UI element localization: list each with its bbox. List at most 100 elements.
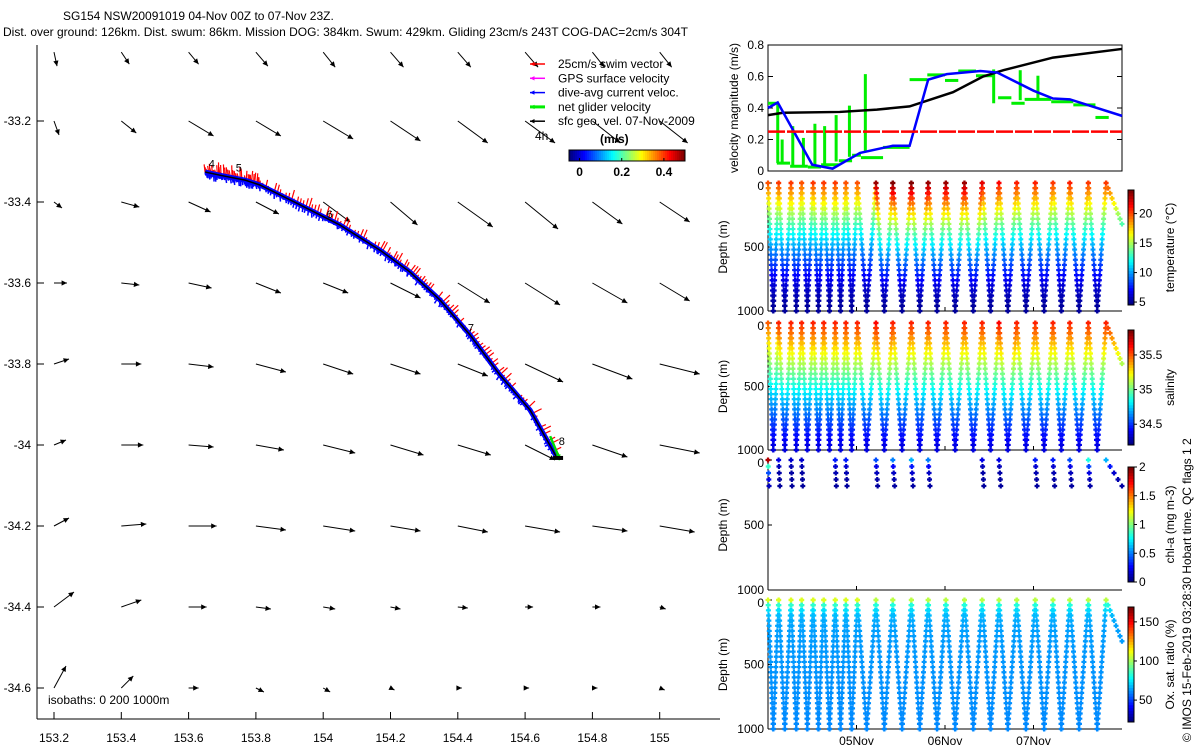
colorbar-cell: [1128, 290, 1134, 294]
profile-point: [865, 711, 871, 717]
profile-point: [1072, 396, 1078, 402]
profile-point: [971, 303, 977, 309]
colorbar-cell: [1128, 498, 1134, 502]
profile-point: [1033, 602, 1039, 608]
profile-point: [829, 391, 835, 397]
profile-point: [1053, 371, 1059, 377]
profile-point: [823, 236, 829, 242]
profile-point: [940, 361, 946, 367]
colorbar-cell: [581, 150, 584, 161]
colorbar-cell: [605, 150, 608, 161]
profile-point: [832, 185, 838, 191]
profile-point: [1061, 690, 1067, 696]
profile-point: [985, 401, 991, 407]
colorbar-cell: [1128, 510, 1134, 514]
profile-point: [851, 669, 857, 675]
profile-point: [799, 320, 805, 326]
profile-point: [810, 180, 816, 186]
profile-point: [852, 236, 858, 242]
current-arrow-head: [130, 127, 137, 133]
profile-point: [1105, 602, 1111, 608]
profile-point: [966, 669, 972, 675]
colorbar-cell: [1128, 658, 1134, 663]
profile-point: [1098, 257, 1104, 263]
profile-point: [891, 607, 897, 613]
colorbar-cell: [1128, 335, 1134, 340]
profile-point: [864, 442, 870, 448]
profile-point: [768, 381, 774, 387]
profile-point: [1020, 411, 1026, 417]
profile-point: [948, 664, 954, 670]
profile-point: [918, 700, 924, 706]
profile-point: [813, 247, 819, 253]
profile-point: [838, 427, 844, 433]
profile-point: [776, 602, 782, 608]
profile-point: [838, 447, 844, 453]
colorbar-cell: [1128, 256, 1134, 260]
profile-point: [964, 221, 970, 227]
profile-point: [905, 649, 911, 655]
profile-point: [801, 226, 807, 232]
profile-point: [959, 211, 965, 217]
profile-point: [794, 288, 800, 294]
profile-point: [998, 216, 1004, 222]
colorbar-cell: [627, 150, 630, 161]
profile-point: [1099, 241, 1105, 247]
profile-point: [807, 381, 813, 387]
profile-point: [771, 705, 777, 711]
profile-point: [828, 422, 834, 428]
profile-point: [840, 252, 846, 258]
profile-point: [812, 226, 818, 232]
profile-point: [1086, 612, 1092, 618]
colorbar-cell: [649, 150, 652, 161]
profile-point: [946, 638, 952, 644]
profile-point: [944, 612, 950, 618]
profile-point: [1054, 236, 1060, 242]
profile-point: [1076, 721, 1082, 727]
profile-point: [799, 477, 805, 482]
profile-point: [975, 241, 981, 247]
colorbar-cell: [643, 150, 646, 161]
current-arrow: [322, 201, 351, 223]
profile-point: [1064, 216, 1070, 222]
profile-point: [906, 356, 912, 362]
profile-point: [935, 427, 941, 433]
profile-point: [827, 298, 833, 304]
profile-point: [811, 350, 817, 356]
profile-point: [1056, 267, 1062, 273]
profile-point: [927, 618, 933, 624]
profile-point: [768, 257, 774, 263]
current-arrow: [322, 120, 354, 140]
colorbar-cell: [1128, 195, 1134, 200]
profile-point: [871, 350, 877, 356]
colorbar-cell: [1128, 201, 1134, 205]
profile-point: [876, 638, 882, 644]
profile-point: [901, 422, 907, 428]
profile-point: [1006, 716, 1012, 722]
profile-point: [1003, 695, 1009, 701]
profile-point: [800, 628, 806, 634]
profile-point: [1053, 643, 1059, 649]
profile-point: [773, 391, 779, 397]
profile-point: [873, 602, 879, 608]
profile-point: [765, 330, 771, 336]
profile-point: [817, 700, 823, 706]
profile-point: [795, 267, 801, 273]
profile-point: [776, 464, 782, 469]
profile-point: [835, 664, 841, 670]
profile-point: [965, 371, 971, 377]
profile-point: [1025, 277, 1031, 283]
colorbar-cell: [1128, 282, 1134, 286]
profile-point: [794, 422, 800, 428]
profile-point: [1063, 231, 1069, 237]
profile-point: [944, 200, 950, 206]
profile-point: [1078, 417, 1084, 423]
profile-point: [851, 262, 857, 268]
colorbar-cell: [1128, 653, 1134, 657]
profile-point: [816, 427, 822, 433]
profile-point: [868, 247, 874, 253]
profile-point: [974, 401, 980, 407]
profile-point: [1035, 356, 1041, 362]
profile-point: [949, 267, 955, 273]
velocity-y-tick-label: 0: [757, 164, 764, 178]
